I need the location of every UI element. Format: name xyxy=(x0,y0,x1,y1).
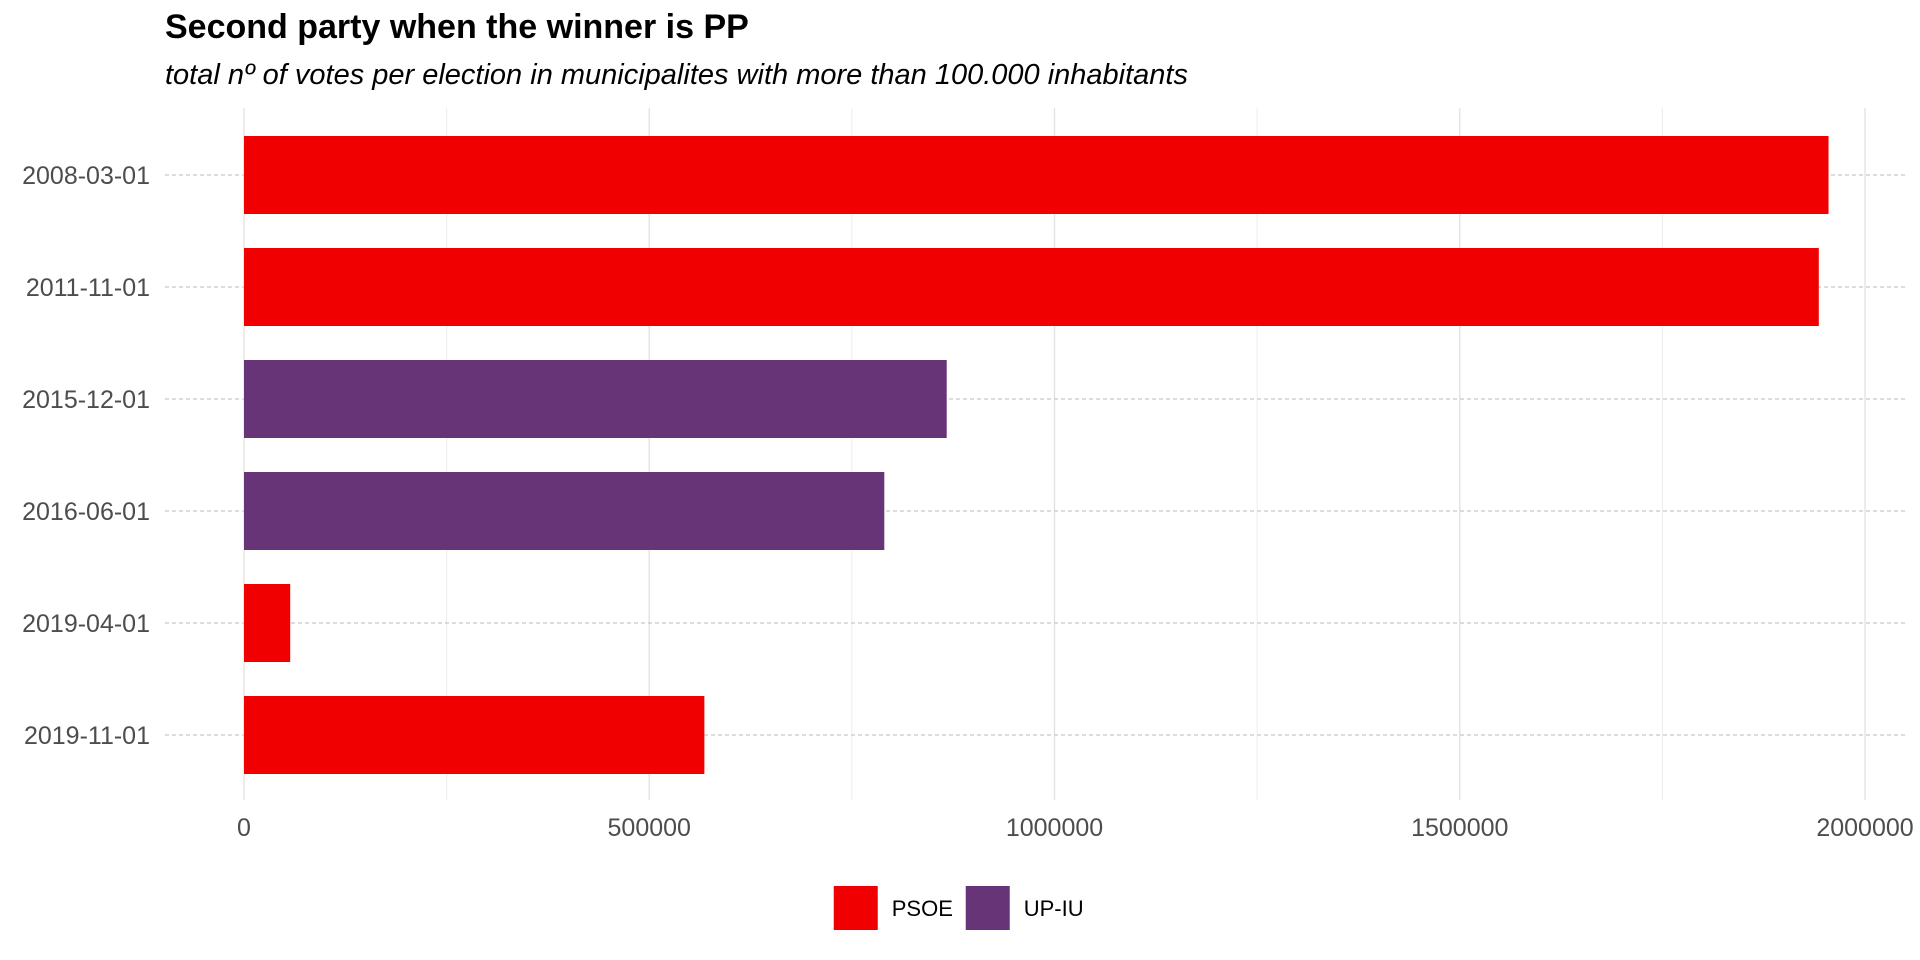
x-tick-label: 2000000 xyxy=(1816,814,1913,842)
legend-label: PSOE xyxy=(892,896,953,921)
chart-subtitle: total nº of votes per election in munici… xyxy=(165,59,1188,91)
y-axis-labels: 2008-03-01 2011-11-01 2015-12-01 2016-06-01… xyxy=(22,162,150,750)
y-tick-label: 2008-03-01 xyxy=(22,162,150,190)
legend: PSOE UP-IU xyxy=(833,886,1084,930)
y-tick-label: 2019-11-01 xyxy=(24,722,150,750)
bar-2019-11-01 xyxy=(244,696,705,774)
bar-2011-11-01 xyxy=(244,248,1819,326)
y-tick-label: 2016-06-01 xyxy=(22,498,150,526)
x-tick-label: 1500000 xyxy=(1411,814,1508,842)
chart-title: Second party when the winner is PP xyxy=(165,8,749,46)
bar-2008-03-01 xyxy=(244,136,1829,214)
legend-key-PSOE xyxy=(833,886,878,930)
bar-2019-04-01 xyxy=(244,584,291,662)
y-tick-label: 2019-04-01 xyxy=(22,610,150,638)
legend-key-UP-IU xyxy=(965,886,1010,930)
legend-label: UP-IU xyxy=(1024,896,1084,921)
y-tick-label: 2015-12-01 xyxy=(22,386,150,414)
x-axis-labels: 0 500000 1000000 1500000 2000000 xyxy=(237,814,1914,842)
bars xyxy=(244,136,1829,774)
bar-2015-12-01 xyxy=(244,360,947,438)
x-tick-label: 500000 xyxy=(608,814,691,842)
x-tick-label: 0 xyxy=(237,814,251,842)
y-tick-label: 2011-11-01 xyxy=(26,274,150,302)
x-tick-label: 1000000 xyxy=(1006,814,1103,842)
bar-2016-06-01 xyxy=(244,472,885,550)
